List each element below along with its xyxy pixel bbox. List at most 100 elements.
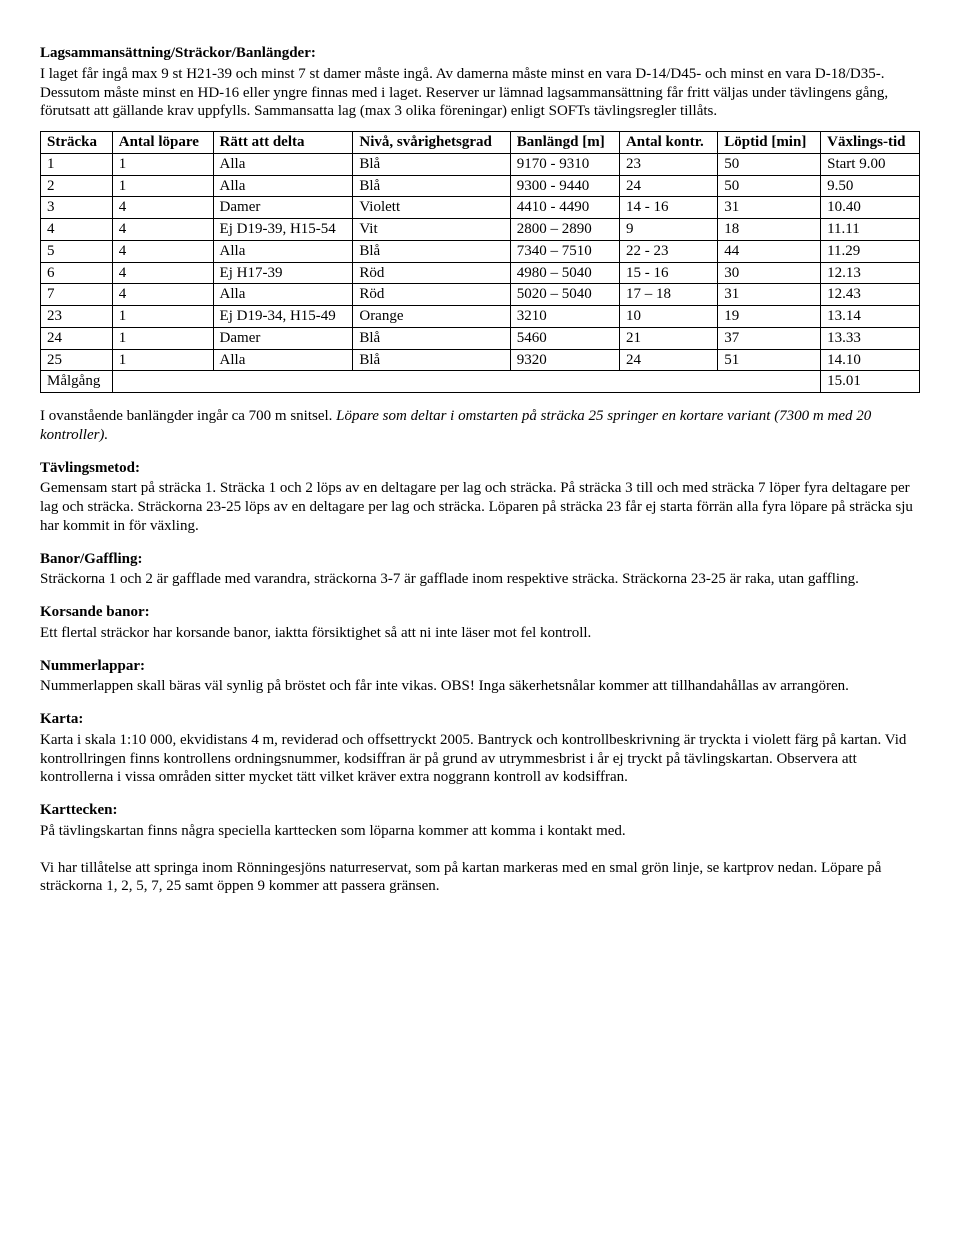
table-cell: 9 [619, 219, 717, 241]
table-row: 64Ej H17-39Röd4980 – 504015 - 163012.13 [41, 262, 920, 284]
table-row: 21AllaBlå9300 - 944024509.50 [41, 175, 920, 197]
col-niva: Nivå, svårighetsgrad [353, 132, 510, 154]
table-cell: 15 - 16 [619, 262, 717, 284]
table-cell: 9.50 [821, 175, 920, 197]
col-antal-kontr: Antal kontr. [619, 132, 717, 154]
col-stracka: Sträcka [41, 132, 113, 154]
table-cell: 4 [112, 284, 213, 306]
table-cell: 5020 – 5040 [510, 284, 619, 306]
table-cell: 24 [619, 175, 717, 197]
table-cell: 4 [112, 219, 213, 241]
table-cell: 14.10 [821, 349, 920, 371]
table-cell: 30 [718, 262, 821, 284]
table-cell: 13.33 [821, 327, 920, 349]
table-cell: Start 9.00 [821, 153, 920, 175]
table-cell: 11.29 [821, 240, 920, 262]
para-karttecken: På tävlingskartan finns några speciella … [40, 822, 920, 841]
footer-label: Målgång [41, 371, 113, 393]
table-cell: 51 [718, 349, 821, 371]
table-row: 241DamerBlå5460213713.33 [41, 327, 920, 349]
table-cell: 23 [41, 306, 113, 328]
table-cell: Ej D19-39, H15-54 [213, 219, 353, 241]
table-cell: 9170 - 9310 [510, 153, 619, 175]
table-cell: Violett [353, 197, 510, 219]
table-cell: 50 [718, 153, 821, 175]
table-cell: Alla [213, 175, 353, 197]
table-cell: 4 [112, 240, 213, 262]
table-cell: 1 [112, 349, 213, 371]
table-cell: 24 [619, 349, 717, 371]
table-cell: Blå [353, 349, 510, 371]
table-cell: 19 [718, 306, 821, 328]
table-cell: Blå [353, 153, 510, 175]
table-cell: Ej H17-39 [213, 262, 353, 284]
table-cell: 1 [112, 306, 213, 328]
table-cell: 9320 [510, 349, 619, 371]
table-cell: 31 [718, 197, 821, 219]
table-cell: 3 [41, 197, 113, 219]
table-cell: 4980 – 5040 [510, 262, 619, 284]
para-after-table: I ovanstående banlängder ingår ca 700 m … [40, 407, 920, 445]
table-row: 44Ej D19-39, H15-54Vit2800 – 289091811.1… [41, 219, 920, 241]
table-cell: Röd [353, 284, 510, 306]
col-antal-lopare: Antal löpare [112, 132, 213, 154]
col-ratt-att-delta: Rätt att delta [213, 132, 353, 154]
para-nummerlappar: Nummerlappen skall bäras väl synlig på b… [40, 677, 920, 696]
table-cell: 31 [718, 284, 821, 306]
table-row: 11AllaBlå9170 - 93102350Start 9.00 [41, 153, 920, 175]
table-cell: Ej D19-34, H15-49 [213, 306, 353, 328]
para-tavlingsmetod: Gemensam start på sträcka 1. Sträcka 1 o… [40, 479, 920, 535]
para-lagsammansattning: I laget får ingå max 9 st H21-39 och min… [40, 65, 920, 121]
table-cell: Damer [213, 197, 353, 219]
table-cell: 23 [619, 153, 717, 175]
heading-karta: Karta: [40, 710, 920, 729]
col-loptid: Löptid [min] [718, 132, 821, 154]
table-row: 231Ej D19-34, H15-49Orange3210101913.14 [41, 306, 920, 328]
table-cell: 13.14 [821, 306, 920, 328]
table-cell: 12.43 [821, 284, 920, 306]
table-row: 34DamerViolett4410 - 449014 - 163110.40 [41, 197, 920, 219]
col-banlangd: Banlängd [m] [510, 132, 619, 154]
heading-tavlingsmetod: Tävlingsmetod: [40, 459, 920, 478]
table-cell: 18 [718, 219, 821, 241]
table-cell: 21 [619, 327, 717, 349]
table-footer-row: Målgång 15.01 [41, 371, 920, 393]
table-cell: 7340 – 7510 [510, 240, 619, 262]
table-cell: 50 [718, 175, 821, 197]
table-cell: 14 - 16 [619, 197, 717, 219]
table-cell: 12.13 [821, 262, 920, 284]
para-korsande: Ett flertal sträckor har korsande banor,… [40, 624, 920, 643]
table-cell: 4 [112, 197, 213, 219]
table-cell: 37 [718, 327, 821, 349]
heading-nummerlappar: Nummerlappar: [40, 657, 920, 676]
stracka-table: Sträcka Antal löpare Rätt att delta Nivå… [40, 131, 920, 393]
table-cell: 3210 [510, 306, 619, 328]
table-cell: 2800 – 2890 [510, 219, 619, 241]
table-cell: 1 [112, 153, 213, 175]
table-cell: Blå [353, 327, 510, 349]
table-cell: Alla [213, 153, 353, 175]
table-row: 54AllaBlå7340 – 751022 - 234411.29 [41, 240, 920, 262]
table-row: 74AllaRöd5020 – 504017 – 183112.43 [41, 284, 920, 306]
table-cell: 10.40 [821, 197, 920, 219]
table-cell: 24 [41, 327, 113, 349]
table-cell: Röd [353, 262, 510, 284]
table-cell: 17 – 18 [619, 284, 717, 306]
table-cell: Alla [213, 240, 353, 262]
table-cell: 1 [112, 175, 213, 197]
footer-value: 15.01 [821, 371, 920, 393]
para-naturreservat: Vi har tillåtelse att springa inom Rönni… [40, 859, 920, 897]
table-cell: 9300 - 9440 [510, 175, 619, 197]
table-cell: Damer [213, 327, 353, 349]
col-vaxlingstid: Växlings-tid [821, 132, 920, 154]
table-cell: 5 [41, 240, 113, 262]
heading-korsande: Korsande banor: [40, 603, 920, 622]
table-cell: 1 [112, 327, 213, 349]
footer-empty [112, 371, 820, 393]
heading-banor: Banor/Gaffling: [40, 550, 920, 569]
table-cell: Orange [353, 306, 510, 328]
table-header-row: Sträcka Antal löpare Rätt att delta Nivå… [41, 132, 920, 154]
heading-karttecken: Karttecken: [40, 801, 920, 820]
table-cell: 6 [41, 262, 113, 284]
table-cell: Vit [353, 219, 510, 241]
